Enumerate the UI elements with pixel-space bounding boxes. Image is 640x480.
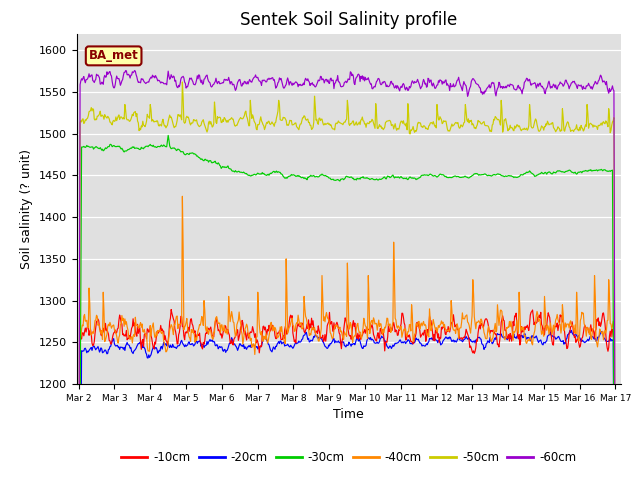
Legend: -10cm, -20cm, -30cm, -40cm, -50cm, -60cm: -10cm, -20cm, -30cm, -40cm, -50cm, -60cm <box>116 446 581 468</box>
Y-axis label: Soil salinity (? unit): Soil salinity (? unit) <box>20 149 33 269</box>
Title: Sentek Soil Salinity profile: Sentek Soil Salinity profile <box>240 11 458 29</box>
X-axis label: Time: Time <box>333 408 364 421</box>
Text: BA_met: BA_met <box>89 49 138 62</box>
